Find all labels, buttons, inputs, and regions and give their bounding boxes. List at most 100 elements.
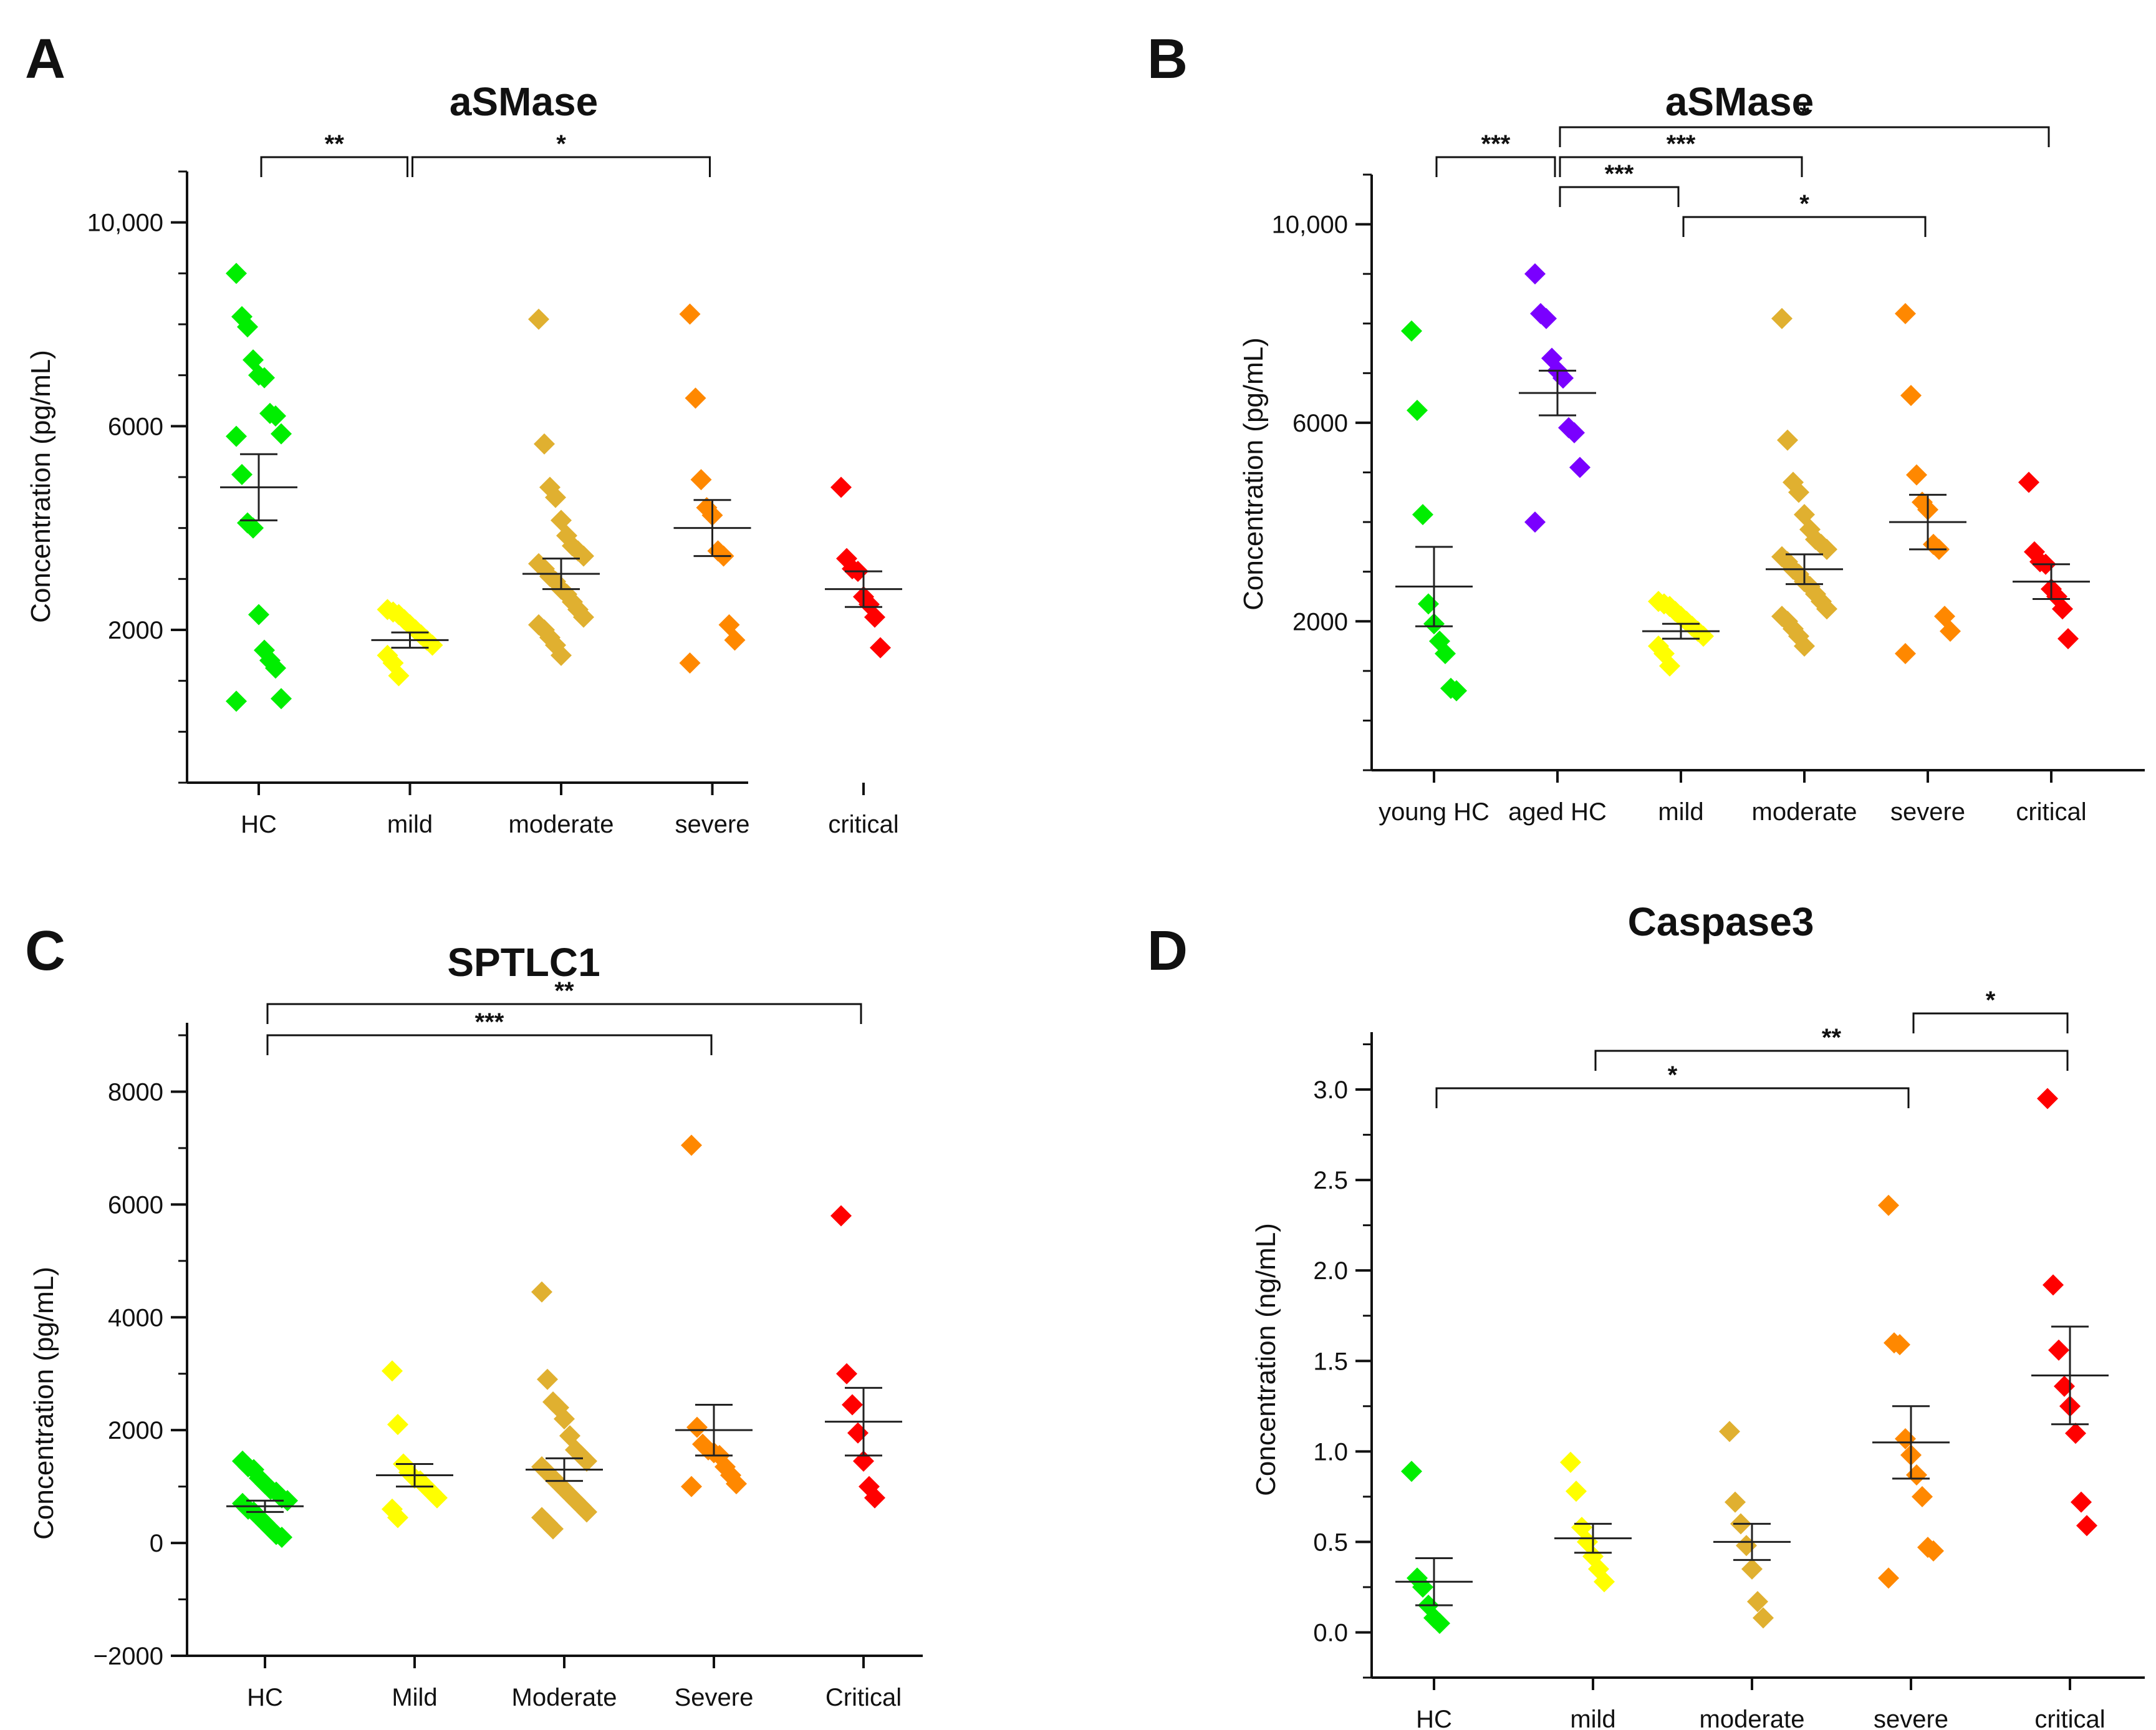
data-point-critical bbox=[2052, 598, 2073, 620]
data-point-mild bbox=[387, 1414, 408, 1436]
data-point-severe bbox=[1895, 1428, 1916, 1450]
data-point-moderate bbox=[542, 1518, 564, 1540]
data-point-aged-hc bbox=[1524, 263, 1546, 285]
x-tick-label: Moderate bbox=[512, 1684, 617, 1711]
x-tick-label: moderate bbox=[509, 811, 614, 838]
panel-letter-c: C bbox=[25, 920, 65, 982]
x-tick-label: mild bbox=[1658, 798, 1703, 826]
data-point-moderate bbox=[551, 644, 572, 666]
data-point-severe bbox=[681, 1476, 702, 1497]
y-axis-label-b: Concentration (pg/mL) bbox=[1238, 337, 1269, 611]
data-point-critical bbox=[2071, 1491, 2092, 1513]
x-tick-label: mild bbox=[1570, 1706, 1615, 1730]
data-point-hc bbox=[1401, 1461, 1422, 1482]
significance-bracket bbox=[1435, 156, 1556, 177]
panel-letter-d: D bbox=[1147, 920, 1188, 982]
data-point-moderate bbox=[1741, 1558, 1763, 1580]
significance-bracket bbox=[1559, 126, 2050, 147]
x-tick-label: severe bbox=[1890, 798, 1965, 826]
data-point-hc bbox=[243, 517, 264, 539]
data-point-critical bbox=[2048, 1339, 2069, 1361]
data-point-severe bbox=[685, 387, 706, 409]
x-tick-label: mild bbox=[387, 811, 433, 838]
significance-bracket bbox=[260, 156, 408, 177]
data-point-mild bbox=[387, 1507, 408, 1529]
data-point-critical bbox=[830, 1205, 852, 1227]
x-tick-label: moderate bbox=[1752, 798, 1857, 826]
y-tick-label: 6000 bbox=[1292, 410, 1348, 437]
data-point-moderate bbox=[537, 1368, 558, 1390]
significance-label: * bbox=[1986, 987, 1996, 1014]
data-point-young-hc bbox=[1401, 320, 1422, 342]
data-point-severe bbox=[686, 1416, 708, 1438]
data-point-severe bbox=[1912, 1486, 1933, 1507]
data-point-critical bbox=[864, 1487, 885, 1509]
significance-bracket bbox=[266, 1003, 862, 1024]
significance-bracket bbox=[1682, 216, 1927, 237]
data-point-moderate bbox=[1816, 598, 1837, 620]
x-tick-label: Mild bbox=[392, 1684, 437, 1711]
y-tick-label: 3.0 bbox=[1313, 1076, 1348, 1104]
y-tick-label: 4000 bbox=[108, 1304, 163, 1331]
y-tick-label: 2000 bbox=[1292, 608, 1348, 635]
data-point-severe bbox=[1878, 1567, 1899, 1589]
significance-label: * bbox=[556, 130, 566, 158]
data-point-severe bbox=[681, 1134, 702, 1156]
data-point-critical bbox=[2057, 628, 2079, 650]
x-tick-label: Severe bbox=[675, 1684, 754, 1711]
data-point-hc bbox=[226, 690, 247, 712]
data-point-critical bbox=[830, 476, 852, 498]
data-point-moderate bbox=[528, 308, 549, 330]
data-point-hc bbox=[248, 604, 269, 626]
significance-label: *** bbox=[1605, 160, 1634, 188]
data-point-aged-hc bbox=[1564, 422, 1585, 443]
y-tick-label: 2.5 bbox=[1313, 1167, 1348, 1194]
data-point-severe bbox=[690, 469, 712, 491]
data-point-mild bbox=[1594, 1571, 1615, 1593]
y-tick-label: 8000 bbox=[108, 1078, 163, 1106]
data-point-hc bbox=[237, 316, 258, 338]
data-point-critical bbox=[864, 606, 885, 628]
panel-a: A aSMase Concentration (pg/mL) 2000 6000 1… bbox=[25, 28, 902, 838]
y-tick-label: 0.0 bbox=[1313, 1619, 1348, 1646]
data-point-aged-hc bbox=[1524, 511, 1546, 533]
data-point-young-hc bbox=[1412, 504, 1433, 526]
data-point-moderate bbox=[1777, 429, 1798, 451]
data-point-moderate bbox=[1753, 1607, 1774, 1629]
x-tick-label: young HC bbox=[1379, 798, 1489, 826]
data-point-severe bbox=[726, 1473, 747, 1495]
x-tick-label: aged HC bbox=[1508, 798, 1607, 826]
x-tick-label: Critical bbox=[825, 1684, 902, 1711]
data-point-critical bbox=[847, 1422, 869, 1444]
x-tick-label: severe bbox=[1874, 1706, 1948, 1730]
data-point-hc bbox=[231, 463, 253, 485]
data-point-severe bbox=[679, 303, 701, 325]
significance-label: * bbox=[1668, 1061, 1678, 1089]
chart-title-a: aSMase bbox=[450, 79, 598, 124]
data-point-aged-hc bbox=[1569, 457, 1591, 478]
data-point-severe bbox=[1900, 385, 1922, 407]
significance-label: *** bbox=[1481, 130, 1511, 158]
data-point-critical bbox=[836, 1363, 857, 1384]
data-point-severe bbox=[1923, 1540, 1944, 1562]
significance-label: *** bbox=[475, 1008, 504, 1036]
data-point-aged-hc bbox=[1536, 307, 1557, 329]
data-point-hc bbox=[271, 688, 292, 710]
data-point-mild bbox=[1566, 1481, 1587, 1502]
chart-title-c: SPTLC1 bbox=[447, 940, 600, 985]
x-tick-label: critical bbox=[2034, 1706, 2105, 1730]
data-point-mild bbox=[426, 1487, 448, 1509]
panel-b: B aSMase Concentration (pg/mL) 2000 6000 1… bbox=[1147, 28, 2145, 826]
chart-title-d: Caspase3 bbox=[1628, 899, 1814, 944]
panel-c: C SPTLC1 Concentration (pg/mL) −2000 0 200… bbox=[25, 920, 923, 1711]
data-point-critical bbox=[2018, 471, 2039, 493]
y-axis-label-d: Concentration (ng/mL) bbox=[1251, 1223, 1281, 1496]
y-tick-label: 10,000 bbox=[1272, 211, 1348, 239]
data-point-severe bbox=[1940, 621, 1961, 642]
data-point-critical bbox=[2037, 1088, 2058, 1109]
data-point-critical bbox=[2054, 1375, 2075, 1397]
y-tick-label: 2000 bbox=[108, 1417, 163, 1444]
significance-label: ** bbox=[325, 130, 345, 158]
y-tick-label: 0 bbox=[150, 1530, 163, 1557]
